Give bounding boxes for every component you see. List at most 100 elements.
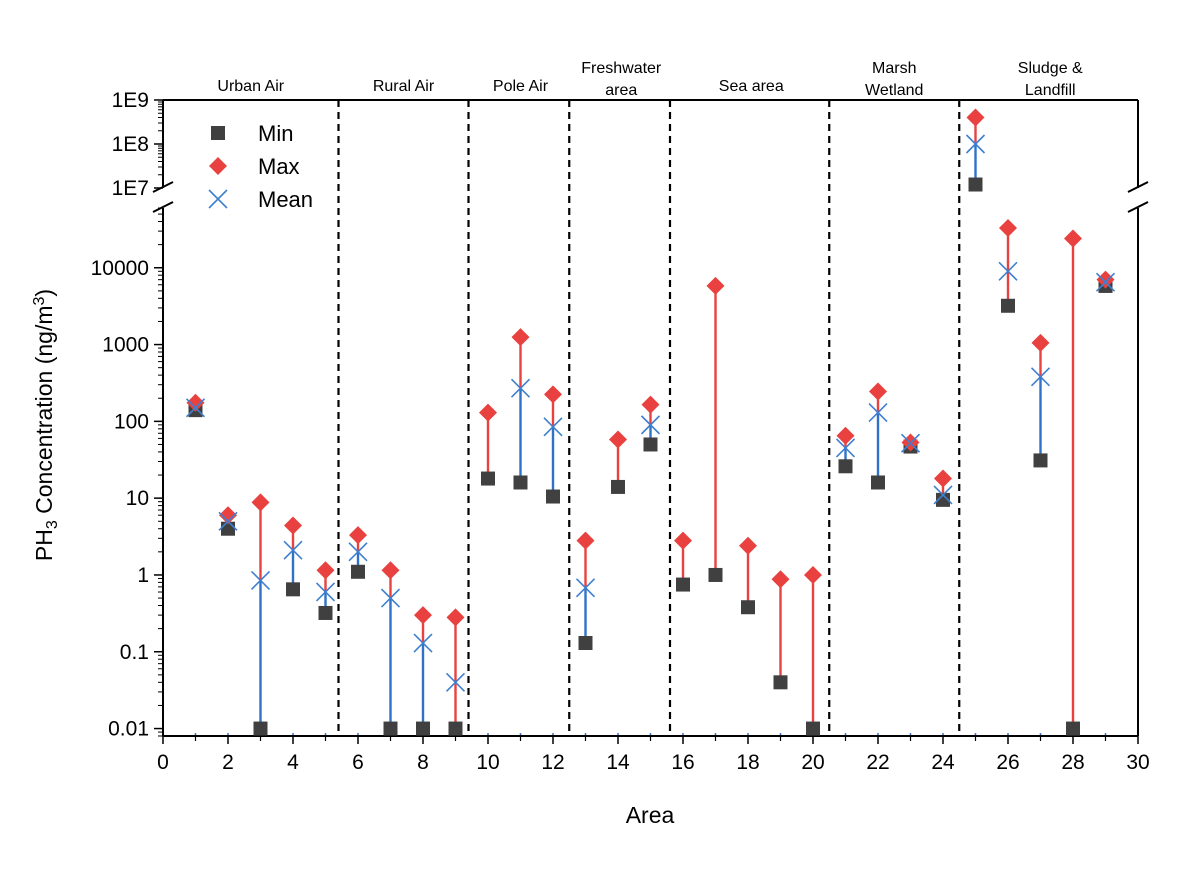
mean-marker-stroke bbox=[380, 588, 401, 608]
max-marker bbox=[381, 561, 400, 580]
min-marker bbox=[708, 567, 723, 582]
x-tick-label: 0 bbox=[157, 751, 169, 774]
max-marker bbox=[934, 469, 952, 488]
mean-marker bbox=[218, 511, 238, 531]
y-tick-label: 10000 bbox=[91, 257, 149, 280]
mean-marker bbox=[185, 398, 206, 418]
min-marker bbox=[578, 636, 593, 651]
max-marker bbox=[674, 531, 692, 550]
legend-mean-symbol bbox=[208, 189, 228, 209]
legend: Min Max Mean bbox=[208, 121, 313, 212]
min-marker bbox=[871, 475, 885, 490]
max-marker bbox=[186, 393, 205, 412]
max-marker bbox=[999, 218, 1017, 237]
min-marker bbox=[351, 564, 365, 579]
min-marker bbox=[936, 492, 950, 507]
min-marker bbox=[383, 721, 398, 736]
max-marker bbox=[316, 561, 335, 580]
mean-marker-stroke bbox=[868, 403, 888, 423]
max-marker bbox=[1096, 270, 1115, 289]
max-marker bbox=[1031, 333, 1050, 352]
max-marker bbox=[641, 395, 660, 414]
max-marker bbox=[479, 403, 497, 422]
min-marker bbox=[1033, 453, 1048, 468]
x-tick-label: 20 bbox=[801, 751, 824, 774]
min-marker bbox=[838, 459, 853, 474]
y-tick-label: 100 bbox=[114, 410, 149, 433]
mean-marker bbox=[348, 542, 368, 562]
x-tick-label: 16 bbox=[671, 751, 694, 774]
mean-marker-stroke bbox=[315, 582, 336, 602]
axis-break-mark bbox=[1127, 181, 1149, 193]
mean-marker-stroke bbox=[510, 378, 531, 398]
max-marker bbox=[706, 276, 725, 295]
y-axis-title-sup: 3 bbox=[31, 296, 48, 305]
max-marker bbox=[869, 382, 887, 401]
x-tick-label: 26 bbox=[996, 751, 1019, 774]
mean-marker bbox=[868, 403, 888, 423]
max-marker bbox=[349, 526, 367, 545]
mean-marker bbox=[413, 633, 433, 653]
axes: 0 2 4 6 8 10 12 14 16 18 20 22 24 26 28 300.010.1110100… bbox=[91, 89, 1150, 774]
x-tick-label: 28 bbox=[1061, 751, 1084, 774]
legend-max-symbol bbox=[209, 157, 227, 175]
y-tick-label: 0.01 bbox=[108, 718, 149, 741]
max-marker bbox=[414, 606, 432, 625]
mean-marker-stroke bbox=[998, 261, 1018, 281]
mean-marker-stroke bbox=[965, 134, 986, 154]
min-marker bbox=[676, 577, 690, 592]
y-axis-title-end: ) bbox=[31, 289, 57, 297]
mean-marker bbox=[640, 415, 661, 435]
mean-marker bbox=[283, 540, 303, 560]
mean-marker bbox=[250, 570, 271, 590]
min-marker bbox=[1066, 721, 1080, 736]
min-marker bbox=[773, 675, 788, 690]
mean-marker-stroke bbox=[835, 438, 856, 458]
max-marker bbox=[609, 430, 627, 449]
max-marker bbox=[576, 531, 595, 550]
min-marker bbox=[253, 721, 268, 736]
max-marker bbox=[739, 536, 757, 555]
min-marker bbox=[481, 471, 495, 486]
max-marker bbox=[446, 608, 465, 627]
mean-marker bbox=[510, 378, 531, 398]
y-axis-title-sub: 3 bbox=[44, 520, 61, 529]
y-tick-label: 1000 bbox=[102, 334, 149, 357]
y-tick-label: 1E7 bbox=[112, 177, 149, 200]
mean-marker bbox=[998, 261, 1018, 281]
mean-marker bbox=[315, 582, 336, 602]
mean-marker-stroke bbox=[1030, 367, 1051, 387]
max-marker bbox=[771, 570, 790, 589]
mean-marker-stroke bbox=[283, 540, 303, 560]
min-marker bbox=[416, 721, 430, 736]
min-marker bbox=[546, 489, 560, 504]
whisker-layer bbox=[194, 117, 1107, 736]
mean-marker-stroke bbox=[543, 417, 563, 437]
max-marker bbox=[251, 493, 270, 512]
x-tick-label: 6 bbox=[352, 751, 364, 774]
mean-marker bbox=[445, 672, 466, 692]
min-marker bbox=[286, 582, 300, 597]
mean-marker bbox=[380, 588, 401, 608]
data-markers bbox=[185, 108, 1116, 736]
region-label: area bbox=[605, 82, 637, 99]
mean-marker-stroke bbox=[1095, 272, 1116, 292]
x-tick-label: 24 bbox=[931, 751, 955, 774]
x-tick-label: 12 bbox=[541, 751, 564, 774]
max-marker bbox=[284, 516, 302, 535]
x-tick-label: 2 bbox=[222, 751, 234, 774]
mean-marker bbox=[543, 417, 563, 437]
x-tick-label: 22 bbox=[866, 751, 889, 774]
mean-marker-stroke bbox=[900, 433, 921, 453]
mean-marker-stroke bbox=[348, 542, 368, 562]
mean-marker-stroke bbox=[250, 570, 271, 590]
y-tick-label: 1E9 bbox=[112, 89, 149, 112]
mean-marker bbox=[575, 578, 596, 598]
y-axis-title-mid: Concentration (ng/m bbox=[31, 305, 57, 520]
mean-marker-stroke bbox=[185, 398, 206, 418]
max-marker bbox=[511, 328, 530, 347]
region-dividers bbox=[337, 100, 961, 736]
y-tick-label: 1 bbox=[137, 564, 149, 587]
axis-break-mark bbox=[1127, 201, 1149, 213]
